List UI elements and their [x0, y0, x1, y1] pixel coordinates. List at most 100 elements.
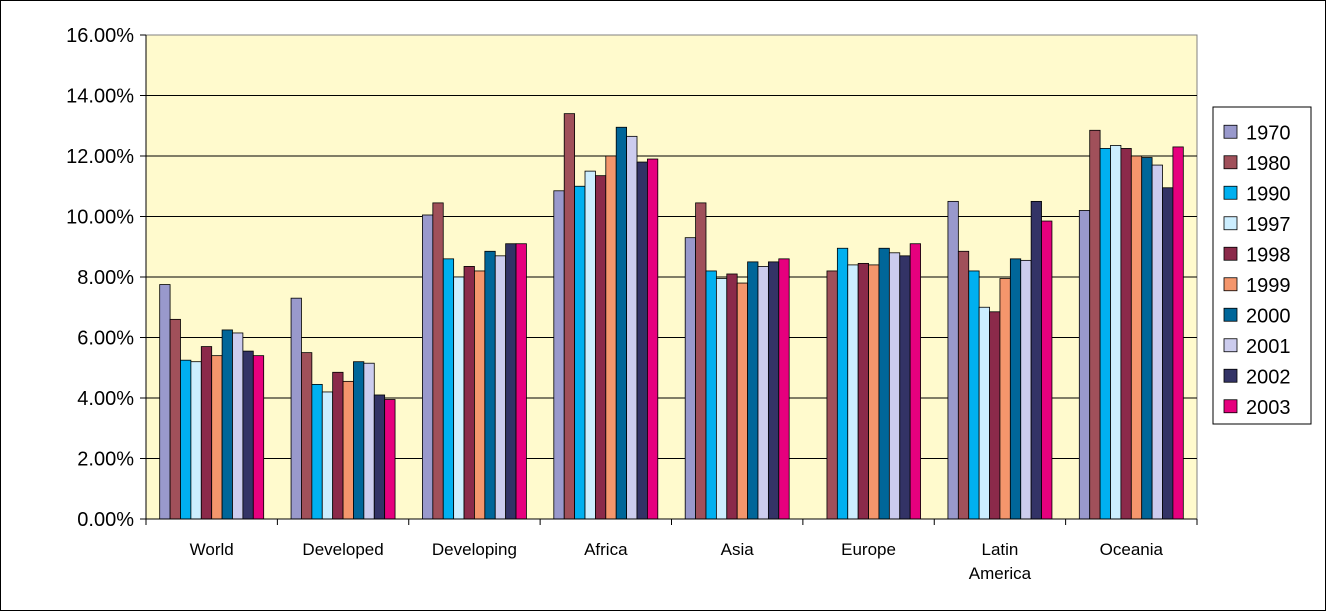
y-tick-label: 14.00% [66, 86, 134, 108]
bar-oceania-2000 [1141, 157, 1153, 520]
bar-developed-1970 [290, 297, 302, 520]
bar-world-1980 [169, 318, 181, 520]
y-tick-label: 0.00% [77, 509, 134, 531]
bar-europe-1990 [836, 247, 849, 520]
legend-swatch [1223, 155, 1238, 170]
bar-asia-1997 [715, 278, 728, 520]
bar-oceania-1997 [1110, 145, 1122, 520]
bars [159, 113, 1184, 520]
bar-asia-2000 [747, 261, 759, 520]
bar-africa-2002 [636, 161, 648, 520]
legend-swatch [1223, 307, 1238, 322]
bar-latin-america-1999 [999, 278, 1011, 520]
bar-africa-1999 [605, 155, 617, 520]
legend-label: 2002 [1246, 366, 1291, 388]
legend-swatch [1223, 124, 1238, 139]
bar-world-1997 [190, 361, 202, 520]
bar-europe-2003 [909, 243, 921, 520]
bar-oceania-2002 [1162, 187, 1174, 520]
legend-swatch [1223, 338, 1238, 353]
axes [145, 35, 1197, 520]
bar-oceania-1998 [1120, 148, 1132, 520]
bar-developing-1990 [442, 258, 455, 520]
y-tick-label: 16.00% [66, 25, 134, 47]
legend-label: 1998 [1246, 244, 1291, 266]
legend-swatch [1223, 399, 1238, 414]
bar-asia-2001 [757, 266, 769, 520]
x-axis-ticks: World Developed Developing Africa Asia Europe… [145, 519, 1198, 583]
bar-world-1970 [159, 284, 171, 520]
bar-world-2002 [242, 350, 254, 520]
legend-label: 2000 [1246, 305, 1291, 327]
bar-developing-1998 [463, 266, 475, 520]
legend-label: 2001 [1246, 336, 1291, 358]
bar-world-2000 [221, 329, 233, 520]
bar-developing-1997 [453, 276, 465, 520]
x-tick-label: Europe [841, 540, 896, 559]
legend-swatch [1223, 368, 1238, 383]
x-tick-label: Latin America [969, 540, 1032, 583]
bar-africa-1998 [595, 175, 607, 520]
bar-asia-1990 [705, 270, 717, 520]
bar-developing-2003 [515, 243, 527, 520]
bar-latin-america-1980 [957, 250, 970, 520]
bar-africa-2001 [626, 135, 638, 520]
legend-label: 1990 [1246, 183, 1291, 205]
legend-swatch [1223, 185, 1238, 200]
bar-oceania-1999 [1130, 155, 1143, 520]
bar-oceania-2003 [1172, 146, 1184, 520]
bar-developed-2002 [373, 394, 386, 520]
bar-developed-1999 [342, 380, 354, 520]
bar-africa-2003 [647, 158, 659, 520]
bar-latin-america-2000 [1009, 258, 1022, 520]
bar-developing-2000 [484, 250, 496, 520]
bar-latin-america-2003 [1041, 220, 1053, 520]
bar-africa-2000 [615, 126, 628, 520]
bar-developing-1970 [422, 214, 434, 520]
bar-world-1999 [211, 355, 223, 520]
legend-label: 1997 [1246, 214, 1291, 236]
bar-asia-2002 [767, 261, 780, 520]
legend-label: 1970 [1246, 122, 1291, 144]
bar-developed-1998 [332, 371, 344, 520]
bar-developing-2002 [505, 243, 517, 520]
y-tick-label: 6.00% [77, 328, 134, 350]
x-tick-label: Developed [302, 540, 383, 559]
bar-latin-america-2002 [1030, 200, 1042, 520]
bar-asia-1998 [726, 273, 738, 520]
bar-developing-1999 [474, 270, 486, 520]
y-tick-label: 8.00% [77, 267, 134, 289]
y-axis-ticks: 0.00% 2.00% 4.00% 6.00% 8.00% 10.00% 12.00% 14.… [66, 25, 146, 531]
legend-label: 2003 [1246, 397, 1291, 419]
bar-developed-2003 [384, 399, 396, 520]
legend-label: 1980 [1246, 153, 1291, 175]
bar-africa-1990 [574, 185, 586, 520]
y-tick-label: 10.00% [66, 207, 134, 229]
x-tick-label: Africa [584, 540, 628, 559]
bar-latin-america-1990 [968, 270, 980, 520]
bar-africa-1980 [563, 113, 576, 520]
bar-developed-2001 [363, 362, 375, 520]
bar-europe-1980 [826, 270, 838, 520]
bar-europe-1998 [857, 262, 869, 520]
bar-oceania-1980 [1089, 129, 1101, 520]
bar-developing-1980 [432, 202, 444, 520]
bar-oceania-1970 [1078, 210, 1091, 520]
bar-europe-2000 [878, 247, 890, 520]
bar-world-1990 [180, 359, 192, 520]
bar-asia-1980 [695, 202, 707, 520]
bar-europe-2001 [888, 252, 901, 520]
bar-world-2001 [232, 332, 244, 520]
bar-latin-america-1970 [947, 200, 959, 520]
bar-latin-america-1998 [989, 311, 1001, 520]
bar-developed-1990 [311, 383, 323, 520]
x-tick-label: Asia [721, 540, 755, 559]
bar-europe-1997 [847, 264, 859, 520]
bar-europe-1999 [868, 264, 880, 520]
bar-asia-1970 [684, 237, 696, 520]
y-tick-label: 12.00% [66, 146, 134, 168]
bar-latin-america-2001 [1020, 259, 1032, 520]
bar-developed-1980 [301, 352, 313, 520]
